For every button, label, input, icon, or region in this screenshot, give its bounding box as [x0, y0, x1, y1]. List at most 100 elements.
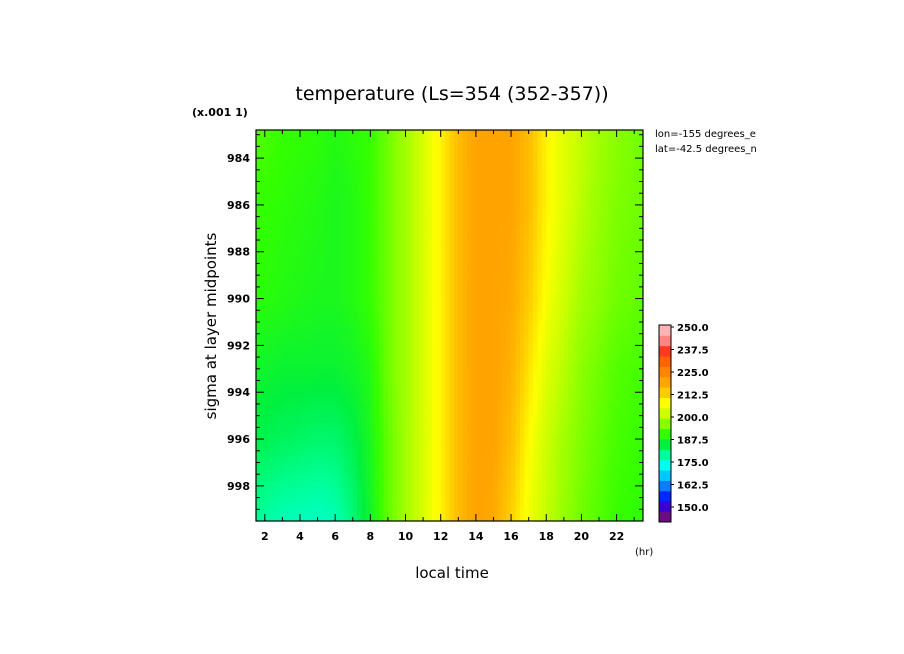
- heatmap-cell: [348, 156, 354, 164]
- heatmap-cell: [295, 208, 301, 216]
- heatmap-cell: [436, 234, 442, 242]
- heatmap-cell: [581, 208, 587, 216]
- heatmap-cell: [396, 312, 402, 320]
- heatmap-cell: [335, 468, 341, 476]
- heatmap-cell: [339, 227, 345, 235]
- heatmap-cell: [256, 221, 261, 229]
- heatmap-cell: [515, 279, 521, 287]
- heatmap-cell: [462, 364, 468, 372]
- heatmap-cell: [533, 318, 539, 327]
- heatmap-cell: [321, 188, 327, 196]
- heatmap-cell: [365, 358, 371, 366]
- heatmap-cell: [291, 462, 297, 470]
- heatmap-cell: [352, 136, 358, 144]
- heatmap-cell: [471, 208, 477, 216]
- heatmap-cell: [599, 195, 605, 203]
- heatmap-cell: [392, 175, 398, 183]
- heatmap-cell: [418, 221, 424, 229]
- heatmap-cell: [581, 279, 587, 287]
- heatmap-cell: [409, 266, 415, 274]
- heatmap-cell: [612, 449, 618, 457]
- heatmap-cell: [590, 286, 596, 294]
- heatmap-cell: [612, 423, 618, 431]
- heatmap-cell: [515, 351, 521, 359]
- heatmap-cell: [295, 332, 301, 340]
- heatmap-cell: [621, 273, 627, 281]
- heatmap-cell: [308, 214, 314, 222]
- heatmap-cell: [401, 156, 407, 164]
- heatmap-cell: [484, 292, 490, 301]
- heatmap-cell: [269, 130, 275, 138]
- heatmap-cell: [603, 364, 609, 372]
- heatmap-cell: [568, 214, 574, 222]
- heatmap-cell: [467, 201, 473, 209]
- heatmap-cell: [449, 377, 455, 385]
- heatmap-cell: [282, 221, 288, 229]
- heatmap-cell: [563, 481, 569, 490]
- heatmap-cell: [607, 299, 613, 307]
- heatmap-cell: [541, 358, 547, 366]
- heatmap-cell: [348, 247, 354, 255]
- y-scale-note: (x.001 1): [192, 106, 248, 119]
- heatmap-cell: [264, 188, 270, 196]
- heatmap-cell: [475, 410, 481, 418]
- heatmap-cell: [361, 475, 367, 483]
- heatmap-cell: [282, 156, 288, 164]
- heatmap-cell: [506, 253, 512, 261]
- heatmap-cell: [546, 358, 552, 366]
- heatmap-cell: [572, 429, 578, 437]
- heatmap-cell: [449, 449, 455, 457]
- heatmap-cell: [599, 403, 605, 411]
- heatmap-cell: [392, 429, 398, 437]
- heatmap-cell: [374, 455, 380, 463]
- heatmap-cell: [445, 332, 451, 340]
- heatmap-cell: [638, 182, 643, 190]
- heatmap-cell: [515, 371, 521, 379]
- heatmap-cell: [524, 253, 530, 261]
- heatmap-cell: [502, 136, 508, 144]
- heatmap-cell: [256, 488, 261, 496]
- heatmap-cell: [392, 188, 398, 196]
- heatmap-cell: [577, 286, 583, 294]
- heatmap-cell: [335, 494, 341, 503]
- heatmap-cell: [541, 136, 547, 144]
- heatmap-cell: [330, 234, 336, 242]
- heatmap-cell: [489, 234, 495, 242]
- heatmap-cell: [313, 429, 319, 437]
- heatmap-cell: [568, 292, 574, 301]
- heatmap-cell: [379, 188, 385, 196]
- heatmap-cell: [511, 332, 517, 340]
- heatmap-cell: [621, 279, 627, 287]
- heatmap-cell: [352, 416, 358, 424]
- heatmap-cell: [269, 247, 275, 255]
- heatmap-cell: [286, 475, 292, 483]
- heatmap-cell: [374, 260, 380, 268]
- heatmap-cell: [603, 351, 609, 359]
- heatmap-cell: [458, 318, 464, 327]
- heatmap-cell: [409, 462, 415, 470]
- heatmap-cell: [348, 234, 354, 242]
- heatmap-cell: [480, 234, 486, 242]
- heatmap-cell: [361, 149, 367, 157]
- heatmap-cell: [392, 436, 398, 444]
- heatmap-cell: [541, 266, 547, 274]
- heatmap-cell: [405, 175, 411, 183]
- heatmap-cell: [440, 462, 446, 470]
- heatmap-cell: [286, 305, 292, 314]
- heatmap-cell: [343, 390, 349, 398]
- heatmap-cell: [379, 488, 385, 496]
- heatmap-cell: [357, 273, 363, 281]
- heatmap-cell: [603, 332, 609, 340]
- heatmap-cell: [414, 468, 420, 476]
- heatmap-cell: [357, 423, 363, 431]
- heatmap-cell: [308, 208, 314, 216]
- heatmap-cell: [414, 371, 420, 379]
- heatmap-cell: [511, 377, 517, 385]
- heatmap-cell: [621, 462, 627, 470]
- heatmap-cell: [427, 182, 433, 190]
- heatmap-cell: [396, 273, 402, 281]
- heatmap-cell: [599, 136, 605, 144]
- heatmap-cell: [383, 351, 389, 359]
- heatmap-cell: [352, 338, 358, 346]
- heatmap-cell: [568, 247, 574, 255]
